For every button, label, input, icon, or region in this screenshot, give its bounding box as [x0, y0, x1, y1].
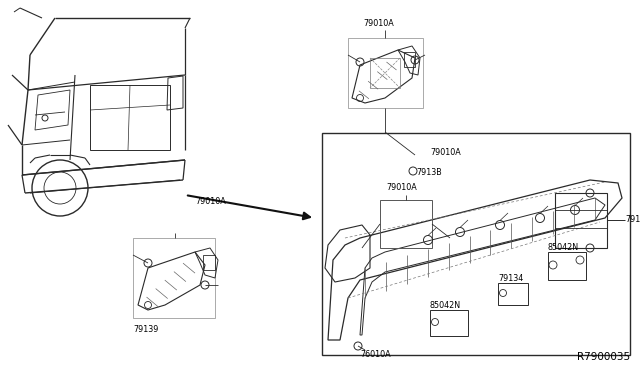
Bar	[430, 310, 468, 336]
Bar	[133, 238, 215, 318]
Bar	[370, 58, 400, 88]
Text: 79010A: 79010A	[386, 183, 417, 192]
Bar	[380, 200, 432, 248]
Bar	[90, 85, 170, 150]
Bar	[348, 38, 423, 108]
Text: 79139: 79139	[133, 325, 158, 334]
Bar	[322, 133, 630, 355]
Text: 85042N: 85042N	[430, 301, 461, 310]
Bar	[498, 283, 528, 305]
Text: R7900035: R7900035	[577, 352, 630, 362]
Text: 7913B: 7913B	[416, 168, 442, 177]
Text: 76010A: 76010A	[360, 350, 390, 359]
Text: 79010A: 79010A	[195, 197, 226, 206]
Text: 79010A: 79010A	[363, 19, 394, 28]
Text: 79010A: 79010A	[430, 148, 461, 157]
Text: 79110: 79110	[625, 215, 640, 224]
Text: 85042N: 85042N	[548, 243, 579, 252]
Text: 79134: 79134	[498, 274, 524, 283]
Bar	[203, 255, 215, 270]
Bar	[555, 193, 607, 248]
Bar	[404, 52, 415, 67]
Bar	[548, 252, 586, 280]
